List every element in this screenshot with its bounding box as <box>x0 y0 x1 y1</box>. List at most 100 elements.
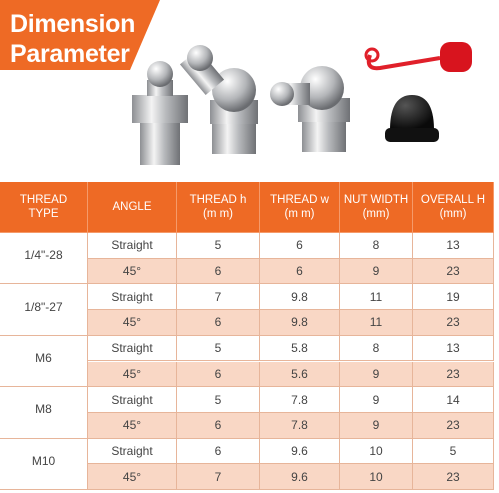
cell-text: 5 <box>214 392 222 407</box>
cell-text: Straight <box>111 238 153 253</box>
data-cell: 7.8 <box>260 387 340 413</box>
data-cell: 23 <box>413 258 494 285</box>
data-cell: 45° <box>88 361 177 388</box>
data-cell: 8 <box>340 233 413 259</box>
data-cell: 6 <box>177 438 260 465</box>
data-cell: 5.8 <box>260 335 340 362</box>
data-cell: 6 <box>177 412 260 439</box>
cell-text: 5.8 <box>291 341 308 356</box>
cell-text: THREAD <box>19 194 68 206</box>
cell-text: 6 <box>214 315 222 330</box>
straight-fitting <box>132 61 188 165</box>
header-cell: THREAD w (m m) <box>260 182 340 233</box>
title-banner <box>0 0 160 70</box>
cell-text: 7.8 <box>291 392 308 407</box>
cell-text: 9.8 <box>291 289 308 304</box>
data-cell: 5 <box>177 387 260 413</box>
cell-text: (m m) <box>284 208 315 220</box>
data-cell: 5 <box>177 335 260 362</box>
cell-text: 13 <box>446 238 460 253</box>
data-cell: 10 <box>340 464 413 490</box>
cell-text: 7 <box>214 469 222 484</box>
header-cell: THREAD TYPE <box>0 182 88 233</box>
cell-text: 45° <box>122 418 142 433</box>
data-cell: 8 <box>340 335 413 362</box>
header-cell: THREAD h (m m) <box>177 182 260 233</box>
dimension-table: THREAD TYPE ANGLE THREAD h (m m) THREAD w (m m… <box>0 182 494 491</box>
data-cell: 11 <box>340 310 413 336</box>
black-cap <box>385 95 439 142</box>
cell-text: 8 <box>372 238 380 253</box>
title-line: Parameter <box>10 40 130 68</box>
data-cell: 6 <box>260 258 340 285</box>
data-cell: 6 <box>177 258 260 285</box>
data-cell: 23 <box>413 412 494 439</box>
thread-cell: M8 <box>0 387 88 439</box>
cell-text: Straight <box>111 341 153 356</box>
cell-text: 6 <box>214 366 222 381</box>
data-cell: Straight <box>88 438 177 465</box>
cell-text: M6 <box>35 350 52 365</box>
cell-text: 7 <box>214 289 222 304</box>
data-cell: 5 <box>413 438 494 465</box>
cell-text: 7.8 <box>291 418 308 433</box>
cell-text: 5 <box>214 341 222 356</box>
cell-text: 11 <box>369 289 383 304</box>
data-cell: 10 <box>340 438 413 465</box>
cell-text: 5 <box>449 443 457 458</box>
cell-text: 6 <box>214 443 222 458</box>
cell-text: 6 <box>214 418 222 433</box>
thread-cell: 1/8"-27 <box>0 284 88 336</box>
cell-text: OVERALL H <box>420 194 486 206</box>
cell-text: 9 <box>372 418 380 433</box>
angled-fitting <box>179 45 258 154</box>
cell-text: 45° <box>122 315 142 330</box>
data-cell: 9.6 <box>260 464 340 490</box>
header-cell: NUT WIDTH (mm) <box>340 182 413 233</box>
cell-text: 9 <box>372 264 380 279</box>
data-cell: Straight <box>88 233 177 259</box>
data-cell: 13 <box>413 335 494 362</box>
cell-text: 13 <box>446 341 460 356</box>
data-cell: Straight <box>88 387 177 413</box>
cell-text: TYPE <box>28 208 59 220</box>
cell-text: 9.6 <box>291 443 308 458</box>
cell-text: M8 <box>35 402 52 417</box>
cell-text: 23 <box>446 469 460 484</box>
cell-text: 1/8"-27 <box>24 299 63 314</box>
cell-text: 10 <box>369 443 383 458</box>
data-cell: 9 <box>340 387 413 413</box>
header-cell: OVERALL H (mm) <box>413 182 494 233</box>
cell-text: 11 <box>369 315 383 330</box>
data-cell: 13 <box>413 233 494 259</box>
cell-text: 23 <box>446 315 460 330</box>
cell-text: THREAD w <box>270 194 329 206</box>
data-cell: 9.8 <box>260 284 340 311</box>
data-cell: 6 <box>260 233 340 259</box>
data-cell: 5 <box>177 233 260 259</box>
cell-text: 6 <box>296 238 303 253</box>
data-cell: 7 <box>177 464 260 490</box>
cell-text: 23 <box>446 264 460 279</box>
cell-text: 5 <box>214 238 222 253</box>
data-cell: 11 <box>340 284 413 311</box>
cell-text: 8 <box>372 341 380 356</box>
cell-text: NUT WIDTH <box>343 194 409 206</box>
data-cell: 9 <box>340 412 413 439</box>
cell-text: 23 <box>446 366 460 381</box>
cell-text: (m m) <box>202 208 233 220</box>
data-cell: 19 <box>413 284 494 311</box>
cell-text: 1/4"-28 <box>24 248 63 263</box>
product-banner <box>0 0 472 165</box>
cell-text: 45° <box>122 469 142 484</box>
cell-text: 9.6 <box>291 469 308 484</box>
cell-text: 19 <box>446 289 460 304</box>
data-cell: Straight <box>88 335 177 362</box>
data-cell: 7.8 <box>260 412 340 439</box>
cell-text: 5.6 <box>291 366 308 381</box>
data-cell: 14 <box>413 387 494 413</box>
right-angle-fitting <box>270 66 350 152</box>
cell-text: 14 <box>446 392 460 407</box>
cell-text: 9.8 <box>291 315 308 330</box>
